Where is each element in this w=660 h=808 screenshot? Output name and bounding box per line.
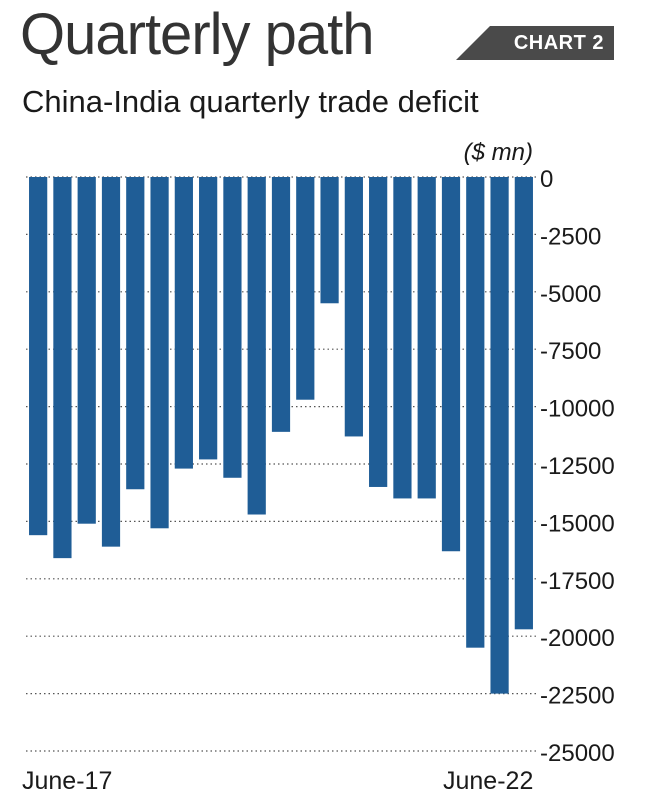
x-tick-label: June-22	[443, 767, 533, 795]
bar	[126, 177, 145, 490]
bar	[296, 177, 315, 400]
bar	[77, 177, 96, 524]
y-tick-label: -5000	[540, 281, 601, 308]
y-tick-label: -22500	[540, 683, 615, 710]
bar	[466, 177, 485, 648]
bar	[199, 177, 218, 460]
bar	[29, 177, 48, 536]
y-tick-label: -25000	[540, 740, 615, 767]
y-tick-label: -10000	[540, 396, 615, 423]
y-axis-unit-label: ($ mn)	[464, 139, 533, 166]
bar	[393, 177, 412, 499]
x-tick-label: June-17	[22, 767, 112, 795]
y-tick-label: -17500	[540, 568, 615, 595]
bar	[247, 177, 266, 515]
bar	[53, 177, 72, 559]
y-tick-label: 0	[540, 166, 553, 193]
chart-number-badge: CHART 2	[456, 26, 614, 60]
badge-background	[456, 26, 614, 60]
y-tick-label: -12500	[540, 453, 615, 480]
bar	[417, 177, 436, 499]
chart-title: Quarterly path	[20, 2, 375, 67]
bar	[514, 177, 533, 630]
bar	[101, 177, 121, 547]
y-tick-label: -15000	[540, 510, 615, 537]
y-tick-label: -7500	[540, 338, 601, 365]
bar	[320, 177, 339, 304]
bar	[490, 177, 509, 694]
y-tick-label: -20000	[540, 625, 615, 652]
bar	[174, 177, 193, 469]
bar	[369, 177, 388, 487]
bar	[344, 177, 363, 437]
bar	[223, 177, 242, 478]
badge-label: CHART 2	[513, 32, 604, 54]
bar	[150, 177, 169, 529]
chart-subtitle: China-India quarterly trade deficit	[22, 84, 479, 119]
bar	[441, 177, 461, 552]
y-tick-label: -2500	[540, 223, 601, 250]
bar	[271, 177, 291, 432]
